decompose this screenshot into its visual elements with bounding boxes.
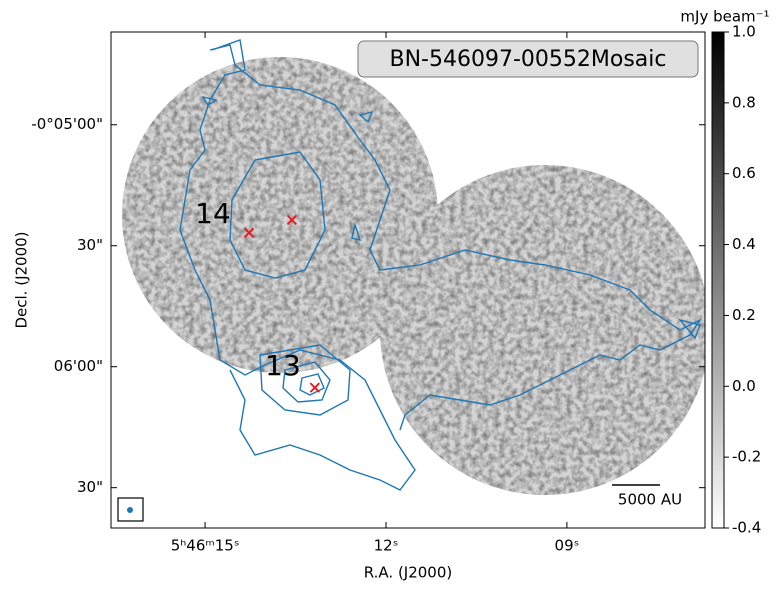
colorbar-tick-label: 0.2 <box>732 306 756 324</box>
x-axis-label: R.A. (J2000) <box>364 564 453 582</box>
x-tick-label: 12ˢ <box>374 537 399 555</box>
colorbar-tick-label: 0.4 <box>732 235 756 253</box>
x-tick-label: 5ʰ46ᵐ15ˢ <box>171 537 240 555</box>
y-tick-label: 30" <box>77 236 103 254</box>
colorbar <box>711 31 725 529</box>
colorbar-tick-label: 0.6 <box>732 164 756 182</box>
colorbar-label: mJy beam⁻¹ <box>680 8 769 26</box>
colorbar-tick-label: 1.0 <box>732 23 756 41</box>
y-axis-label: Decl. (J2000) <box>13 231 31 328</box>
colorbar-tick-label: 0.8 <box>732 93 756 111</box>
y-tick-label: 30" <box>77 478 103 496</box>
source-marker <box>286 214 298 226</box>
colorbar-tick-label: 0.0 <box>732 377 756 395</box>
annotation: 13 <box>265 349 301 382</box>
annotation: 14 <box>195 197 231 230</box>
title-box: BN-546097-00552Mosaic <box>357 40 699 78</box>
y-tick-label: 06'00" <box>54 357 103 375</box>
source-marker <box>309 382 320 393</box>
chart-title: BN-546097-00552Mosaic <box>390 47 667 72</box>
image <box>117 39 705 522</box>
colorbar-tick-label: -0.2 <box>732 448 761 466</box>
colorbar-tick-label: -0.4 <box>732 519 761 537</box>
contours <box>179 39 703 491</box>
source-marker <box>243 227 255 238</box>
scalebar-label: 5000 AU <box>618 491 682 509</box>
y-tick-label: -0°05'00" <box>31 115 103 133</box>
x-tick-label: 09ˢ <box>555 537 580 555</box>
